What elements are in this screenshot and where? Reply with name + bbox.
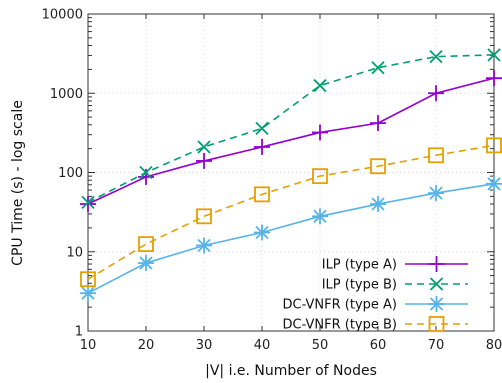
x-tick-label: 30 xyxy=(196,338,213,353)
series-3-point xyxy=(486,175,502,192)
x-tick-label: 80 xyxy=(486,338,502,353)
series-2-point xyxy=(429,49,443,64)
series-1-point xyxy=(196,152,212,169)
x-tick-label: 20 xyxy=(138,338,155,353)
series-line-3 xyxy=(87,183,495,294)
series-2-point xyxy=(81,195,95,209)
series-3-point xyxy=(254,224,270,241)
axes xyxy=(87,13,495,332)
series-4-point xyxy=(80,271,96,288)
series-4-point xyxy=(486,137,502,154)
legend-marker xyxy=(428,256,445,272)
series-line-2 xyxy=(87,54,495,204)
y-axis-title: CPU Time (s) - log scale xyxy=(10,100,26,266)
legend-label: DC-VNFR (type A) xyxy=(283,298,398,313)
series-2-point xyxy=(197,140,211,154)
x-axis-title: |V| i.e. Number of Nodes xyxy=(205,363,377,379)
series-2-point xyxy=(139,165,153,180)
series-line-1 xyxy=(87,77,495,205)
y-tick-label: 10000 xyxy=(42,8,83,23)
series-2-point xyxy=(487,48,501,62)
series-3-point xyxy=(312,208,328,225)
series-2-point xyxy=(313,78,327,93)
plot-frame xyxy=(87,13,495,332)
series-3-point xyxy=(80,285,96,302)
series-4-point xyxy=(370,158,386,175)
series-layer xyxy=(80,48,502,302)
series-1-point xyxy=(486,70,502,87)
series-1-point xyxy=(80,196,96,213)
y-tick-label: 10 xyxy=(66,245,83,260)
x-tick-label: 50 xyxy=(312,338,329,353)
y-tick-label: 1000 xyxy=(50,87,83,102)
x-tick-label: 60 xyxy=(370,338,387,353)
series-1-point xyxy=(312,124,328,141)
legend-label: DC-VNFR (type B) xyxy=(282,318,397,333)
series-3-point xyxy=(370,196,386,213)
series-4-point xyxy=(312,168,328,185)
x-tick-label: 70 xyxy=(428,338,445,353)
series-line-4 xyxy=(87,144,495,280)
series-2-point xyxy=(255,121,269,136)
legend-label: ILP (type B) xyxy=(322,278,397,293)
y-tick-label: 100 xyxy=(58,166,83,181)
x-tick-label: 10 xyxy=(80,338,97,353)
series-3-point xyxy=(138,255,154,272)
series-3-point xyxy=(428,185,444,202)
series-1-point xyxy=(370,115,386,132)
series-4-point xyxy=(196,208,212,225)
y-tick-label: 1 xyxy=(75,325,83,340)
series-1-point xyxy=(428,85,444,102)
legend-marker xyxy=(428,296,445,312)
legend-marker xyxy=(429,277,444,291)
series-3-point xyxy=(196,237,212,254)
series-2-point xyxy=(371,61,385,75)
legend: ILP (type A) ILP (type B) DC-VNFR (type A)… xyxy=(282,256,468,333)
legend-marker xyxy=(428,316,445,332)
series-4-point xyxy=(428,147,444,164)
series-1-point xyxy=(254,138,270,155)
series-4-point xyxy=(254,186,270,203)
x-tick-label: 40 xyxy=(254,338,271,353)
series-4-point xyxy=(138,236,154,252)
legend-label: ILP (type A) xyxy=(322,258,397,273)
